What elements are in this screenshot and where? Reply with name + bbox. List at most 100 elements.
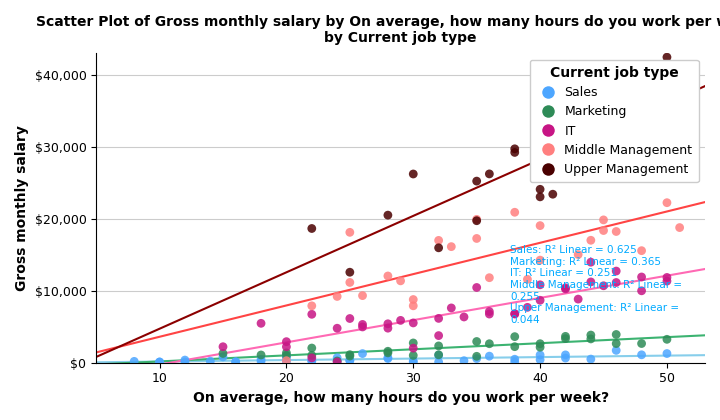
- Point: [572, 134, 584, 141]
- Point: [344, 269, 356, 276]
- Point: [306, 302, 318, 309]
- Point: [509, 209, 521, 215]
- Point: [357, 292, 369, 299]
- Point: [433, 332, 444, 339]
- Point: [344, 351, 356, 358]
- Point: [281, 352, 292, 359]
- Point: [559, 333, 571, 340]
- Point: [433, 315, 444, 322]
- Point: [256, 320, 267, 327]
- Point: [179, 359, 191, 365]
- Point: [636, 273, 647, 280]
- Point: [382, 212, 394, 218]
- Point: [306, 311, 318, 318]
- Point: [331, 293, 343, 300]
- Point: [344, 315, 356, 322]
- Point: [357, 350, 369, 357]
- Point: [585, 332, 597, 339]
- Point: [281, 352, 292, 359]
- Point: [559, 284, 571, 291]
- Point: [585, 336, 597, 342]
- Point: [382, 320, 394, 327]
- Point: [661, 274, 672, 281]
- Point: [306, 352, 318, 359]
- Point: [433, 359, 444, 365]
- Point: [611, 347, 622, 354]
- Point: [509, 333, 521, 340]
- Point: [395, 317, 406, 324]
- Point: [281, 344, 292, 350]
- Point: [331, 358, 343, 365]
- Point: [611, 147, 622, 154]
- Point: [636, 287, 647, 294]
- Point: [484, 353, 495, 360]
- Point: [559, 175, 571, 181]
- Point: [344, 229, 356, 236]
- Point: [446, 304, 457, 311]
- Point: [674, 89, 685, 96]
- Point: [344, 357, 356, 364]
- Point: [559, 125, 571, 132]
- Point: [357, 323, 369, 330]
- Point: [331, 358, 343, 365]
- Point: [408, 352, 419, 359]
- Point: [611, 268, 622, 274]
- Point: [217, 344, 229, 350]
- Point: [534, 281, 546, 288]
- Point: [204, 358, 216, 365]
- Point: [433, 237, 444, 244]
- Point: [585, 237, 597, 244]
- Point: [458, 314, 469, 320]
- Point: [230, 359, 241, 365]
- Point: [306, 345, 318, 352]
- Point: [408, 302, 419, 309]
- Point: [572, 296, 584, 302]
- Point: [636, 247, 647, 254]
- Point: [256, 358, 267, 365]
- Point: [306, 357, 318, 364]
- Point: [598, 217, 609, 223]
- Point: [484, 311, 495, 318]
- Point: [509, 145, 521, 152]
- Point: [433, 343, 444, 349]
- Point: [534, 356, 546, 363]
- Point: [230, 358, 241, 365]
- Point: [154, 359, 166, 365]
- Point: [534, 222, 546, 229]
- Point: [534, 257, 546, 263]
- Point: [281, 359, 292, 365]
- Point: [408, 340, 419, 346]
- Point: [585, 131, 597, 137]
- Point: [623, 116, 634, 123]
- Point: [636, 340, 647, 347]
- Point: [534, 194, 546, 200]
- Point: [484, 274, 495, 281]
- Point: [598, 227, 609, 234]
- Point: [534, 340, 546, 347]
- Point: [306, 354, 318, 361]
- Point: [534, 297, 546, 304]
- Point: [522, 276, 534, 283]
- Point: [433, 352, 444, 358]
- Point: [661, 200, 672, 206]
- Point: [408, 345, 419, 352]
- Point: [395, 278, 406, 284]
- Point: [408, 320, 419, 326]
- Point: [509, 343, 521, 350]
- Point: [661, 278, 672, 284]
- Point: [281, 357, 292, 364]
- Text: Sales: R² Linear = 0.625
Marketing: R² Linear = 0.365
IT: R² Linear = 0.251
Midd: Sales: R² Linear = 0.625 Marketing: R² L…: [510, 245, 683, 325]
- Point: [585, 259, 597, 265]
- Point: [484, 340, 495, 347]
- X-axis label: On average, how many hours do you work per week?: On average, how many hours do you work p…: [192, 391, 608, 405]
- Point: [661, 336, 672, 343]
- Point: [534, 352, 546, 358]
- Point: [331, 359, 343, 365]
- Point: [471, 338, 482, 345]
- Point: [357, 321, 369, 328]
- Point: [559, 335, 571, 342]
- Point: [509, 149, 521, 156]
- Point: [217, 354, 229, 360]
- Point: [598, 282, 609, 289]
- Point: [306, 358, 318, 365]
